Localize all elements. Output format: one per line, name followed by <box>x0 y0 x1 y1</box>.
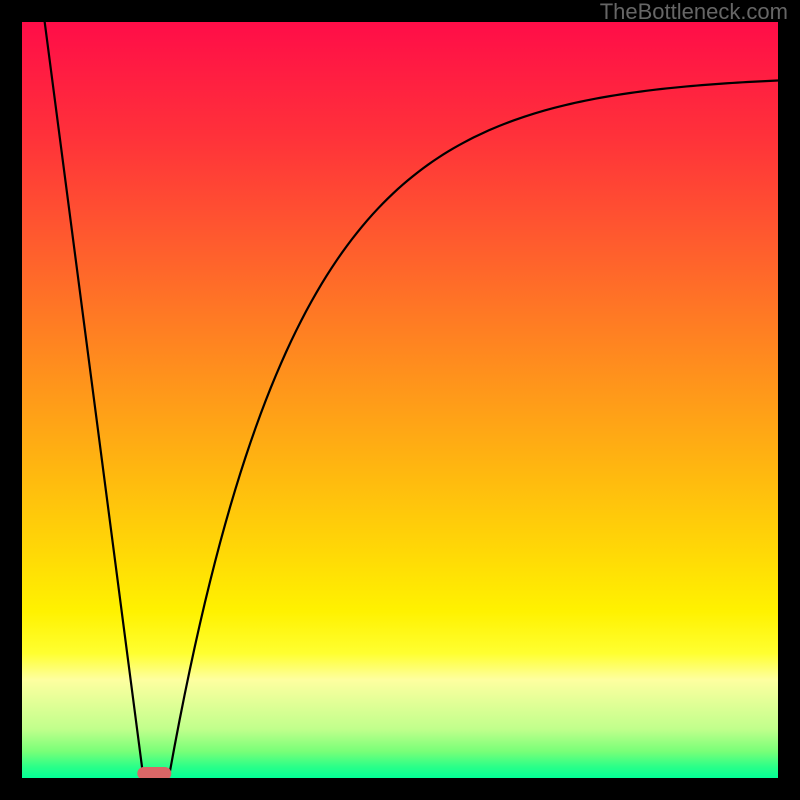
bottleneck-curve <box>45 22 778 774</box>
chart-container: TheBottleneck.com <box>0 0 800 800</box>
optimal-point-marker <box>137 767 171 778</box>
curve-layer <box>22 22 778 778</box>
watermark-text: TheBottleneck.com <box>600 0 788 25</box>
plot-area <box>22 22 778 778</box>
